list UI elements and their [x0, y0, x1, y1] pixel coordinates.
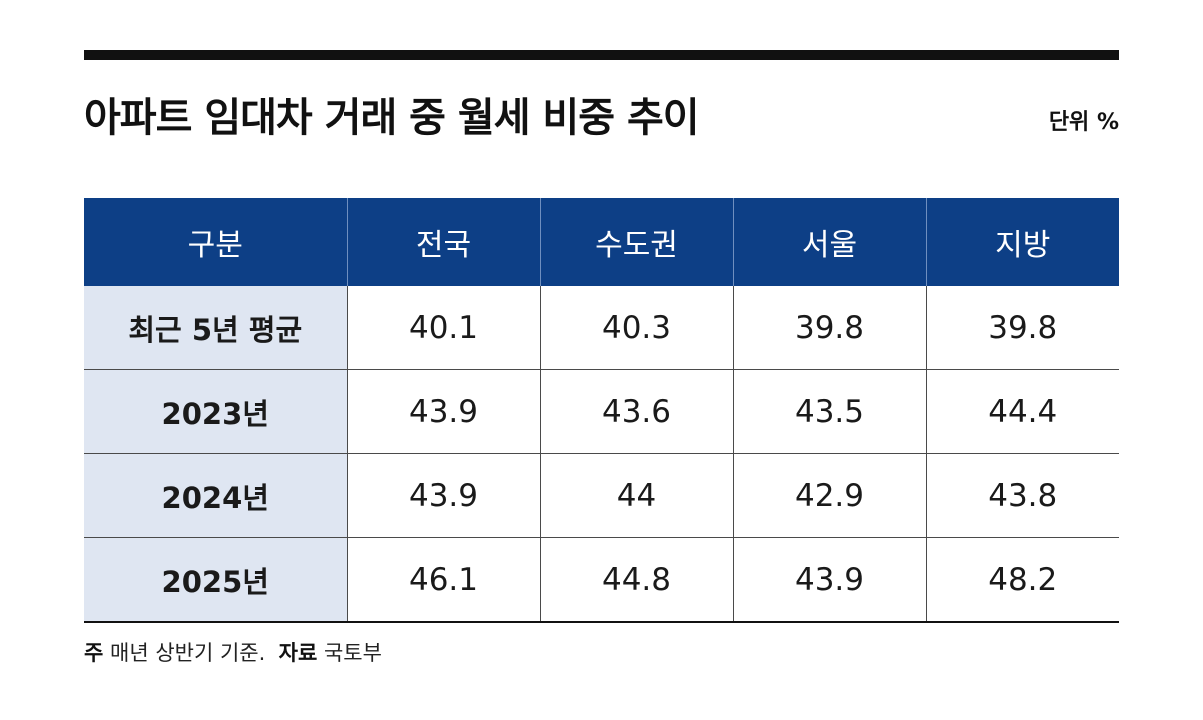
chart-title: 아파트 임대차 거래 중 월세 비중 추이 [84, 95, 700, 141]
table-row: 최근 5년 평균 40.1 40.3 39.8 39.8 [84, 286, 1119, 370]
cell-value: 43.9 [346, 369, 540, 454]
footnote-note-key: 주 [84, 641, 104, 665]
row-label: 2024년 [84, 453, 347, 538]
row-label: 2023년 [84, 369, 347, 454]
header-provinces: 지방 [925, 198, 1119, 286]
cell-value: 43.6 [539, 369, 733, 454]
cell-value: 39.8 [925, 286, 1119, 370]
footnote-source-text: 국토부 [323, 641, 382, 665]
data-table: 구분 전국 수도권 서울 지방 최근 5년 평균 40.1 40.3 39.8 … [84, 198, 1119, 623]
table-row: 2023년 43.9 43.6 43.5 44.4 [84, 369, 1119, 454]
header-seoul: 서울 [732, 198, 926, 286]
cell-value: 44 [539, 453, 733, 538]
table-row: 2025년 46.1 44.8 43.9 48.2 [84, 537, 1119, 623]
cell-value: 39.8 [732, 286, 926, 370]
cell-value: 43.9 [732, 537, 926, 623]
footnote-note-text: 매년 상반기 기준. [110, 641, 266, 665]
header-nationwide: 전국 [346, 198, 540, 286]
header-row: 구분 전국 수도권 서울 지방 [84, 198, 1119, 286]
row-label: 최근 5년 평균 [84, 286, 347, 370]
cell-value: 44.8 [539, 537, 733, 623]
footnote-source-key: 자료 [278, 641, 318, 665]
cell-value: 44.4 [925, 369, 1119, 454]
cell-value: 46.1 [346, 537, 540, 623]
top-rule [84, 50, 1119, 60]
cell-value: 40.3 [539, 286, 733, 370]
table-row: 2024년 43.9 44 42.9 43.8 [84, 453, 1119, 538]
header-capital-region: 수도권 [539, 198, 733, 286]
cell-value: 40.1 [346, 286, 540, 370]
cell-value: 43.5 [732, 369, 926, 454]
cell-value: 42.9 [732, 453, 926, 538]
cell-value: 43.9 [346, 453, 540, 538]
footnote: 주 매년 상반기 기준. 자료 국토부 [84, 638, 382, 668]
cell-value: 43.8 [925, 453, 1119, 538]
header-category: 구분 [84, 198, 347, 286]
row-label: 2025년 [84, 537, 347, 623]
unit-label: 단위 % [1048, 110, 1119, 135]
cell-value: 48.2 [925, 537, 1119, 623]
